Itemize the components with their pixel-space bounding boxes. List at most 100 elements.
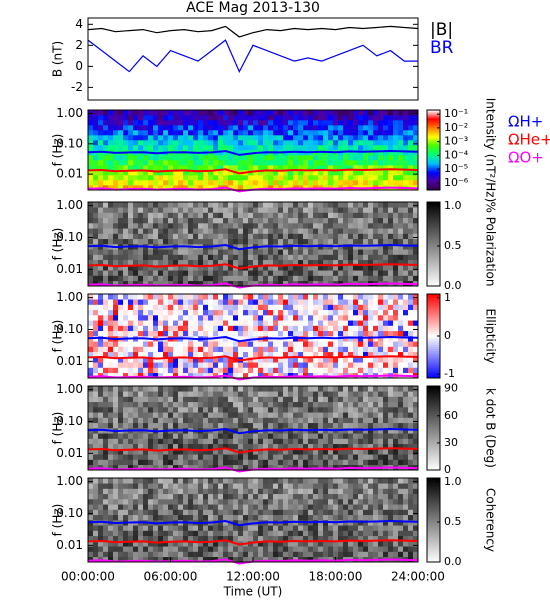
spectrogram-cell	[253, 110, 259, 116]
spectrogram-cell	[93, 341, 99, 347]
spectrogram-cell	[223, 125, 229, 131]
spectrogram-cell	[293, 391, 299, 397]
spectrogram-cell	[278, 280, 284, 287]
spectrogram-cell	[273, 346, 279, 353]
spectrogram-cell	[98, 438, 104, 445]
spectrogram-cell	[193, 346, 199, 353]
spectrogram-cell	[118, 130, 124, 136]
spectrogram-cell	[233, 428, 239, 434]
spectrogram-cell	[243, 155, 249, 161]
spectrogram-cell	[138, 160, 144, 166]
spectrogram-cell	[88, 422, 94, 429]
spectrogram-cell	[368, 309, 374, 316]
spectrogram-cell	[288, 412, 294, 418]
spectrogram-cell	[373, 351, 379, 358]
spectrogram-cell	[168, 386, 174, 392]
spectrogram-cell	[208, 459, 214, 466]
spectrogram-cell	[303, 438, 309, 445]
spectrogram-cell	[328, 265, 334, 271]
spectrogram-cell	[393, 212, 399, 219]
spectrogram-cell	[338, 325, 344, 332]
spectrogram-cell	[333, 443, 339, 450]
spectrogram-cell	[328, 535, 334, 542]
spectrogram-cell	[188, 541, 194, 547]
spectrogram-cell	[413, 530, 419, 537]
spectrogram-cell	[293, 459, 299, 466]
spectrogram-cell	[323, 110, 329, 116]
spectrogram-cell	[373, 155, 379, 161]
spectrogram-cell	[293, 228, 299, 234]
y-axis-label: f (Hz)	[51, 134, 65, 167]
spectrogram-cell	[323, 386, 329, 392]
spectrogram-cell	[313, 299, 319, 305]
spectrogram-cell	[223, 320, 229, 326]
spectrogram-cell	[188, 238, 194, 245]
spectrogram-cell	[358, 223, 364, 229]
spectrogram-cell	[293, 130, 299, 136]
spectrogram-cell	[413, 407, 419, 413]
spectrogram-cell	[243, 443, 249, 450]
spectrogram-cell	[308, 401, 314, 408]
spectrogram-cell	[243, 110, 249, 116]
spectrogram-cell	[378, 417, 384, 424]
spectrogram-cell	[143, 165, 149, 171]
spectrogram-cell	[373, 438, 379, 445]
spectrogram-cell	[168, 459, 174, 466]
spectrogram-cell	[283, 454, 289, 460]
colorbar-cell	[427, 258, 440, 262]
spectrogram-cell	[133, 233, 139, 240]
y-tick-label: 1.00	[56, 198, 83, 212]
spectrogram-cell	[313, 275, 319, 282]
spectrogram-cell	[348, 207, 354, 213]
spectrogram-cell	[383, 433, 389, 439]
colorbar-cell	[427, 271, 440, 274]
spectrogram-cell	[143, 175, 149, 181]
spectrogram-cell	[258, 120, 264, 126]
colorbar-cell	[427, 359, 440, 362]
spectrogram-cell	[238, 330, 244, 337]
spectrogram-cell	[223, 115, 229, 121]
spectrogram-cell	[313, 175, 319, 181]
spectrogram-cell	[403, 145, 409, 151]
spectrogram-cell	[118, 233, 124, 240]
spectrogram-cell	[153, 115, 159, 121]
spectrogram-cell	[338, 254, 344, 261]
spectrogram-cell	[388, 346, 394, 353]
spectrogram-cell	[243, 115, 249, 121]
spectrogram-cell	[268, 265, 274, 271]
spectrogram-cell	[393, 412, 399, 418]
spectrogram-cell	[353, 325, 359, 332]
spectrogram-cell	[223, 422, 229, 429]
spectrogram-cell	[363, 428, 369, 434]
spectrogram-cell	[253, 217, 259, 224]
spectrogram-cell	[133, 275, 139, 282]
spectrogram-cell	[348, 351, 354, 358]
spectrogram-cell	[103, 541, 109, 547]
spectrogram-cell	[178, 259, 184, 266]
spectrogram-cell	[188, 270, 194, 276]
spectrogram-cell	[288, 212, 294, 219]
spectrogram-cell	[353, 115, 359, 121]
spectrogram-cell	[253, 325, 259, 332]
spectrogram-cell	[268, 422, 274, 429]
spectrogram-cell	[343, 238, 349, 245]
spectrogram-cell	[188, 223, 194, 229]
spectrogram-cell	[93, 443, 99, 450]
spectrogram-cell	[128, 309, 134, 316]
spectrogram-cell	[403, 428, 409, 434]
spectrogram-cell	[298, 422, 304, 429]
spectrogram-cell	[373, 459, 379, 466]
spectrogram-cell	[88, 180, 94, 186]
spectrogram-cell	[263, 422, 269, 429]
spectrogram-cell	[88, 115, 94, 121]
spectrogram-cell	[328, 238, 334, 245]
spectrogram-cell	[153, 238, 159, 245]
spectrogram-cell	[243, 551, 249, 558]
spectrogram-cell	[398, 401, 404, 408]
spectrogram-cell	[393, 320, 399, 326]
spectrogram-cell	[303, 391, 309, 397]
spectrogram-cell	[338, 551, 344, 558]
spectrogram-cell	[353, 551, 359, 558]
spectrogram-cell	[218, 428, 224, 434]
spectrogram-cell	[213, 265, 219, 271]
